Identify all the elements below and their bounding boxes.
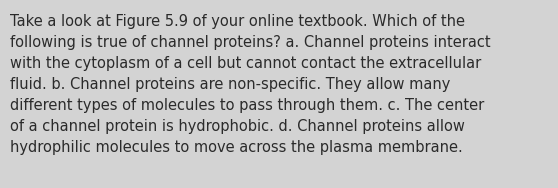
Text: Take a look at Figure 5.9 of your online textbook. Which of the: Take a look at Figure 5.9 of your online… [10,14,465,29]
Text: of a channel protein is hydrophobic. d. Channel proteins allow: of a channel protein is hydrophobic. d. … [10,119,465,134]
Text: following is true of channel proteins? a. Channel proteins interact: following is true of channel proteins? a… [10,35,490,50]
Text: with the cytoplasm of a cell but cannot contact the extracellular: with the cytoplasm of a cell but cannot … [10,56,481,71]
Text: hydrophilic molecules to move across the plasma membrane.: hydrophilic molecules to move across the… [10,140,463,155]
Text: different types of molecules to pass through them. c. The center: different types of molecules to pass thr… [10,98,484,113]
Text: fluid. b. Channel proteins are non-specific. They allow many: fluid. b. Channel proteins are non-speci… [10,77,450,92]
